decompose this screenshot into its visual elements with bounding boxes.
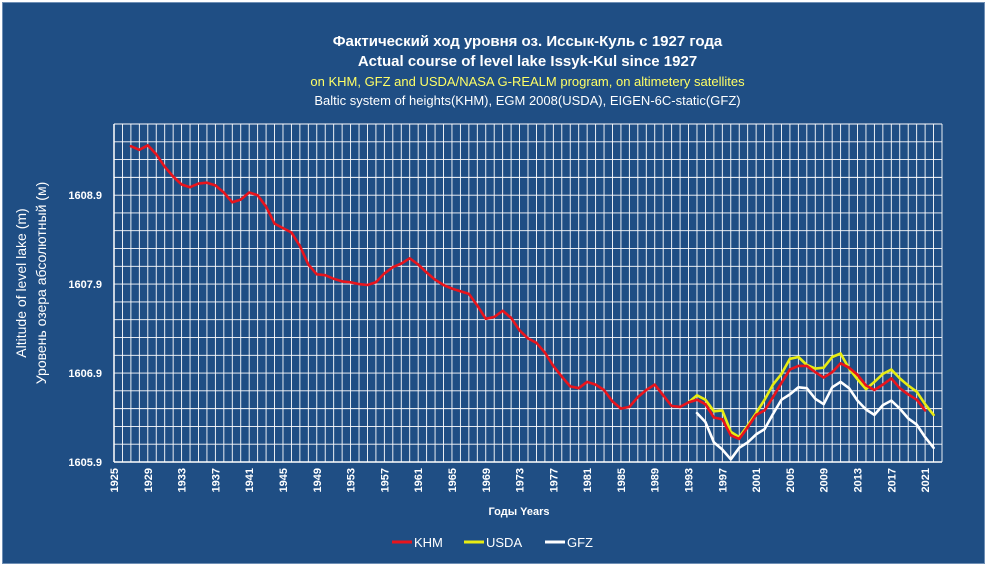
y-axis-label-en: Altitude of level lake (m) [13, 208, 29, 357]
y-tick-label: 1606.9 [68, 368, 102, 380]
chart-subtitle-heights: Baltic system of heights(KHM), EGM 2008(… [314, 93, 741, 108]
x-tick-label: 2017 [886, 468, 898, 492]
x-tick-label: 1925 [109, 468, 121, 492]
x-tick-label: 1937 [210, 468, 222, 492]
x-tick-label: 2009 [819, 468, 831, 492]
x-tick-label: 1973 [515, 468, 527, 492]
x-axis-label: Годы Years [488, 506, 549, 518]
legend-label-khm: KHM [414, 535, 443, 550]
y-tick-label: 1608.9 [68, 190, 102, 202]
x-tick-label: 1977 [548, 468, 560, 492]
x-tick-label: 1961 [413, 468, 425, 492]
y-tick-labels: 1605.9 1606.9 1607.9 1608.9 [68, 190, 102, 469]
legend-label-usda: USDA [486, 535, 522, 550]
x-tick-label: 1957 [379, 468, 391, 492]
legend-label-gfz: GFZ [567, 535, 593, 550]
x-tick-label: 1965 [447, 468, 459, 492]
x-tick-label: 2013 [853, 468, 865, 492]
x-tick-label: 1969 [481, 468, 493, 492]
x-tick-label: 1993 [684, 468, 696, 492]
axes [113, 124, 942, 463]
x-tick-labels: 1925 1929 1933 1937 1941 1945 1949 1953 1957 1961… [109, 468, 932, 492]
x-tick-label: 1981 [582, 468, 594, 492]
x-tick-label: 1933 [177, 468, 189, 492]
x-tick-label: 1949 [312, 468, 324, 492]
chart-title-en: Actual course of level lake Issyk-Kul si… [357, 53, 698, 70]
chart-subtitle: on KHM, GFZ and USDA/NASA G-REALM progra… [310, 74, 745, 89]
x-tick-label: 1997 [717, 468, 729, 492]
series-line-usda [687, 352, 935, 439]
x-tick-label: 1989 [650, 468, 662, 492]
x-tick-label: 1953 [346, 468, 358, 492]
x-tick-label: 2021 [920, 468, 932, 492]
series-lines [129, 144, 935, 461]
x-tick-label: 1985 [616, 468, 628, 492]
x-tick-label: 1929 [143, 468, 155, 492]
y-axis-label-ru: Уровень озера абсолютный (м) [33, 182, 49, 384]
series-line-khm [129, 144, 927, 441]
chart-title-ru: Фактический ход уровня оз. Иссык-Куль с … [332, 33, 723, 50]
x-tick-label: 1941 [244, 468, 256, 492]
x-tick-label: 2001 [751, 468, 763, 492]
legend: KHM USDA GFZ [392, 535, 593, 550]
y-tick-label: 1607.9 [68, 279, 102, 291]
x-tick-label: 1945 [278, 468, 290, 492]
grid-lines [113, 123, 943, 463]
y-tick-label: 1605.9 [68, 457, 102, 469]
x-tick-label: 2005 [785, 468, 797, 492]
series-line-gfz [695, 380, 935, 461]
